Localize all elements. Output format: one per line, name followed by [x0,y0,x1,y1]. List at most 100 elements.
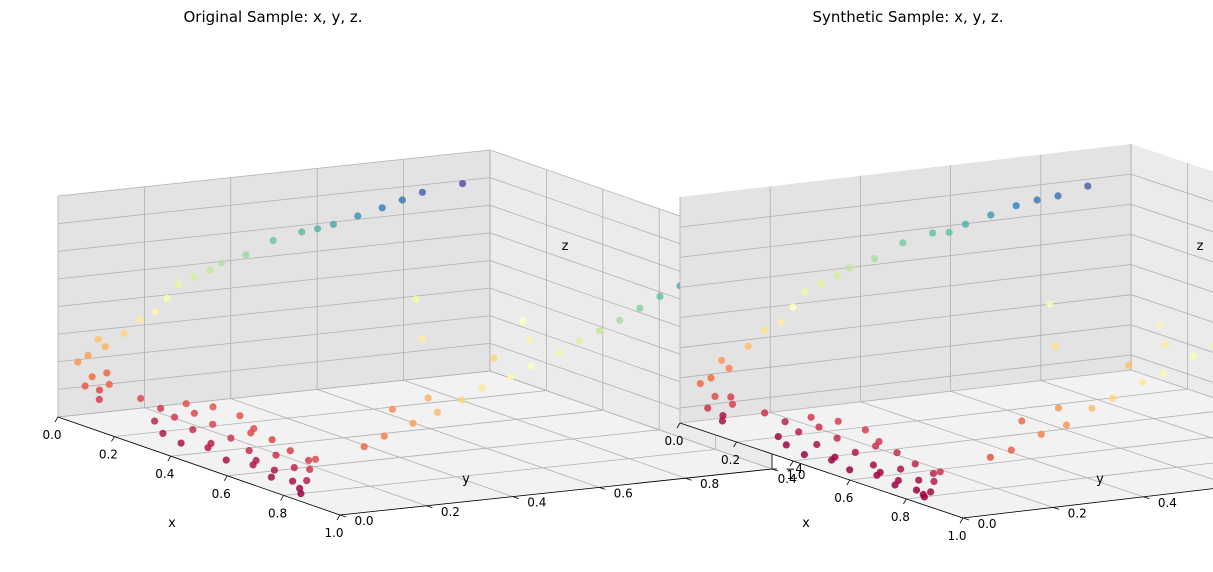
z-gridline [679,264,1132,318]
x-tick-label: 0.0 [664,434,683,448]
data-point [151,308,160,316]
z-gridline [1130,173,1213,203]
z-gridline [57,204,491,252]
data-point [869,461,878,469]
data-point [744,342,752,350]
data-point [1062,421,1071,429]
data-point [137,394,145,403]
data-point [1033,196,1041,204]
data-point [727,393,735,401]
data-point [1160,370,1168,378]
z-gridline [679,234,1132,288]
data-point [84,351,92,360]
x-tick-label: 0.6 [834,491,853,505]
data-point [920,493,929,501]
data-point [707,374,715,382]
data-point [222,456,230,464]
data-point [761,409,769,417]
data-point [459,180,467,188]
x-tick [789,460,794,467]
data-point [81,382,89,390]
data-point [987,211,995,219]
x-tick [846,479,851,486]
data-point [159,429,167,437]
data-point [1084,182,1092,190]
data-point [360,443,368,451]
data-point [1125,361,1133,370]
data-point [815,423,823,431]
data-point [227,434,235,442]
y-gridline [1040,380,1213,439]
data-point [596,327,604,335]
data-point [190,409,198,417]
data-point [412,295,420,303]
data-point [1012,202,1020,210]
data-point [911,460,919,468]
data-point [527,362,535,370]
data-point [711,392,719,400]
data-point [298,228,306,236]
data-point [163,294,171,302]
x-tick-label: 0.0 [42,428,61,442]
z-gridline [57,177,491,225]
x-tick-label: 0.8 [268,506,287,520]
data-point [418,335,427,343]
x-tick [903,498,907,505]
y-tick-label: 0.8 [700,477,719,491]
data-point [817,280,825,288]
data-point [297,490,305,498]
data-point [329,220,337,228]
data-point [728,400,737,408]
data-point [378,204,386,212]
data-point [893,449,901,457]
data-point [388,405,397,413]
data-point [157,404,165,412]
data-point [616,316,624,324]
data-point [834,417,842,425]
data-point [170,413,179,421]
data-point [519,317,527,325]
z-gridline [679,173,1132,228]
data-point [833,271,842,280]
y-tick [1053,507,1060,510]
data-point [1156,321,1164,329]
data-point [267,473,275,481]
x-tick-label: 1.0 [947,529,966,543]
data-point [899,239,907,247]
y-axis-label: y [462,472,470,487]
y-axis-line [339,468,773,516]
data-point [915,476,923,484]
data-point [272,451,280,459]
y-tick [339,514,347,518]
x-gridline [170,409,603,457]
data-point [305,456,313,464]
data-point [424,394,432,402]
x-axis-label: x [802,516,810,531]
data-point [851,448,859,456]
x-tick [54,416,59,423]
x-tick-label: 0.4 [155,467,174,481]
data-point [1051,342,1059,350]
data-point [101,343,109,351]
x-tick [959,517,964,524]
x-tick [733,441,737,448]
data-point [800,451,809,459]
data-point [945,228,953,236]
z-gridline [57,260,491,307]
data-point [270,466,278,474]
z-gridline [679,324,1132,379]
x-tick-label: 0.2 [99,448,118,462]
y-gridline [403,379,686,479]
data-point [846,466,854,474]
data-point [380,432,388,440]
x-tick-label: 0.2 [721,453,740,467]
data-point [120,329,128,338]
data-point [303,477,311,485]
y-tick [512,496,519,499]
data-point [1139,378,1147,386]
data-point [354,212,362,220]
x-axis-line [679,422,964,519]
data-point [458,396,466,404]
x-tick [676,422,681,429]
data-point [696,380,704,388]
